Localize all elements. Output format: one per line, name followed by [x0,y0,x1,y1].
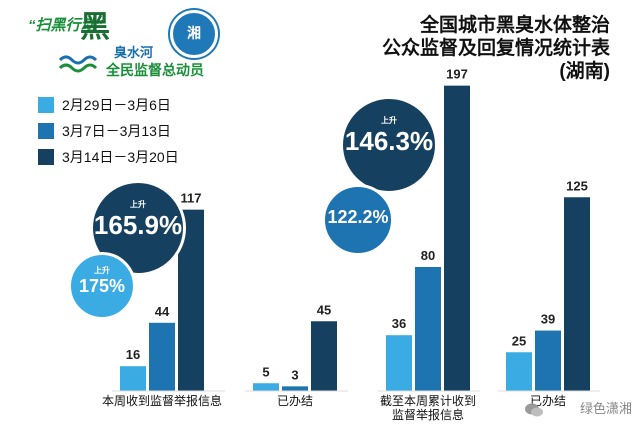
logo-big-char: 黑 [80,11,110,44]
data-label-4-1: 25 [512,333,526,348]
bar-3-3 [444,85,470,392]
annotation-label-2: 上升 [94,266,110,275]
annotation-bubble-2: 上升 175% [68,252,136,320]
annotation-value-1: 165.9% [93,210,183,240]
bar-2-3 [311,321,337,391]
bar-1-2 [149,322,175,391]
category-label-3-line-1: 截至本周累计收到 [380,394,476,408]
bar-4-3 [564,197,590,391]
logo-tag: “扫黑行动” [28,17,104,34]
data-label-1-2: 44 [155,304,170,319]
legend-item-1: 2月29日－3月6日 [38,94,179,116]
logo-sub: 臭水河 [114,45,154,60]
data-label-4-3: 125 [566,178,588,193]
wave-icon [58,55,98,73]
annotation-label-3: 上升 [381,116,397,125]
annotation-bubble-4: 122.2% [322,184,394,256]
data-label-3-1: 36 [392,316,406,331]
category-label-3-line-2: 监督举报信息 [392,407,464,422]
legend-label-3: 3月14日－3月20日 [62,149,179,165]
data-label-4-2: 39 [541,312,555,327]
data-label-1-1: 16 [126,347,140,362]
watermark: 绿色潇湘 [579,401,632,416]
seal-text: 湘 [187,25,201,41]
legend-label-1: 2月29日－3月6日 [62,97,171,113]
category-label-4: 已办结 [530,393,566,408]
legend-label-2: 3月7日－3月13日 [62,123,171,139]
data-label-3-2: 80 [421,248,435,263]
data-label-1-3: 117 [181,191,202,206]
data-label-2-1: 5 [262,364,269,379]
data-label-3-3: 197 [446,67,468,82]
bar-2-2 [282,386,308,391]
bar-2-1 [253,383,279,391]
data-label-2-2: 3 [291,367,298,382]
campaign-logo: “扫黑行动” 黑 臭水河 全民监督总动员 湘 [28,8,228,88]
annotation-value-2: 175% [78,276,126,296]
title-line-3: (湖南) [559,61,610,82]
legend-item-2: 3月7日－3月13日 [38,120,179,142]
bar-1-1 [120,366,146,391]
logo-slogan: 全民监督总动员 [106,62,204,78]
category-label-2: 已办结 [277,393,313,408]
annotation-value-3: 146.3% [344,126,434,156]
legend: 2月29日－3月6日 3月7日－3月13日 3月14日－3月20日 [38,94,179,172]
chart-title: 全国城市黑臭水体整治 公众监督及回复情况统计表 (湖南) [382,14,610,83]
bar-3-1 [386,335,412,391]
annotation-value-4: 122.2% [327,207,389,227]
seal-logo: 湘 [170,10,218,58]
legend-swatch-3 [38,149,54,165]
legend-swatch-2 [38,123,54,139]
category-label-1: 本周收到监督举报信息 [102,393,222,408]
bar-3-2 [415,267,441,391]
title-line-1: 全国城市黑臭水体整治 [419,15,610,36]
annotation-label-1: 上升 [130,200,146,209]
data-label-2-3: 45 [317,302,331,317]
bar-4-1 [506,352,532,391]
bar-4-2 [535,330,561,391]
legend-item-3: 3月14日－3月20日 [38,146,179,168]
annotation-bubble-3: 上升 146.3% [340,96,438,194]
legend-swatch-1 [38,97,54,113]
wechat-icon [525,403,543,417]
title-line-2: 公众监督及回复情况统计表 [381,38,610,59]
